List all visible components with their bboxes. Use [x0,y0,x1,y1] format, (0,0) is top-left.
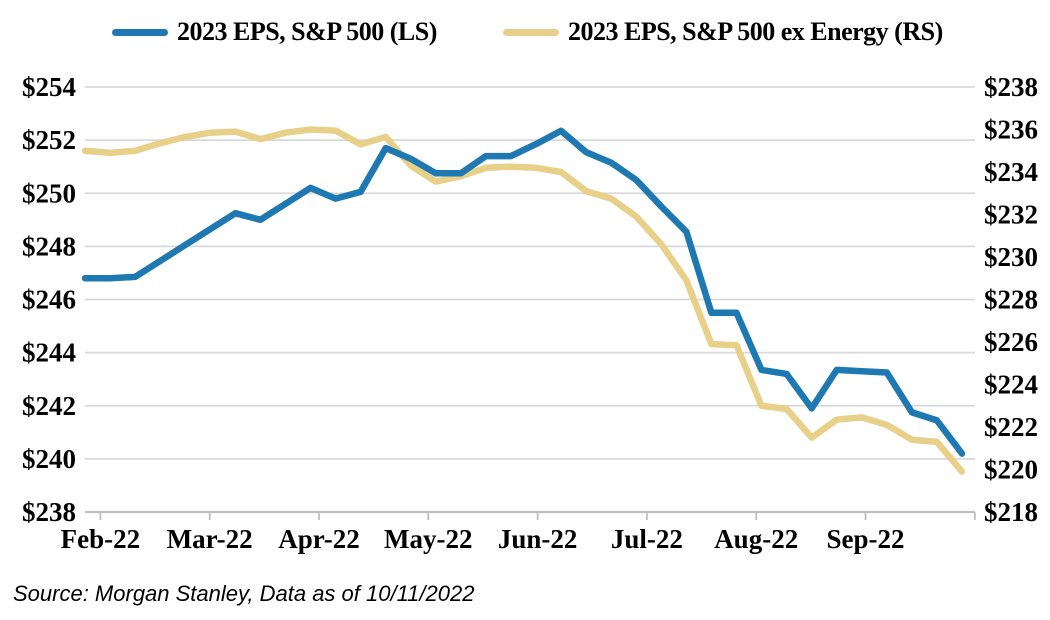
right-axis-label: $230 [984,242,1038,272]
legend-item-sp500-ls: 2023 EPS, S&P 500 (LS) [112,17,437,47]
left-axis-label: $242 [22,391,76,421]
x-axis-label: Jun-22 [498,524,578,554]
legend-marker-sp500-ls-icon [112,28,168,36]
right-axis-label: $226 [984,327,1038,357]
left-axis-label: $240 [22,444,76,474]
left-axis-label: $250 [22,178,76,208]
right-axis-label: $220 [984,455,1038,485]
right-axis-label: $222 [984,412,1038,442]
legend-marker-sp500-ex-energy-rs-icon [503,28,559,36]
left-axis-label: $252 [22,125,76,155]
right-axis-label: $224 [984,370,1038,400]
x-axis-label: Mar-22 [167,524,253,554]
legend-label-sp500-ex-energy-rs: 2023 EPS, S&P 500 ex Energy (RS) [568,17,943,46]
source-note: Source: Morgan Stanley, Data as of 10/11… [13,581,475,606]
right-axis-label: $232 [984,200,1038,230]
left-axis-label: $248 [22,231,76,261]
left-axis-label: $246 [22,285,76,315]
x-axis-label: Jul-22 [611,524,683,554]
x-axis-label: Aug-22 [714,524,798,554]
right-axis-label: $238 [984,72,1038,102]
left-axis-label: $254 [22,72,76,102]
left-axis-label: $244 [22,338,76,368]
x-axis-label: May-22 [384,524,472,554]
x-axis-label: Apr-22 [278,524,360,554]
x-axis-label: Feb-22 [61,524,140,554]
legend-item-sp500-ex-energy-rs: 2023 EPS, S&P 500 ex Energy (RS) [503,17,943,47]
right-axis-label: $236 [984,115,1038,145]
left-axis-label: $238 [22,497,76,527]
legend-label-sp500-ls: 2023 EPS, S&P 500 (LS) [177,17,437,46]
series-line-sp500-ex-energy-rs [81,126,966,475]
right-axis-label: $234 [984,157,1038,187]
right-axis-label: $218 [984,497,1038,527]
series-line-sp500-ls [81,127,966,457]
x-axis-label: Sep-22 [826,524,904,554]
right-axis-label: $228 [984,285,1038,315]
